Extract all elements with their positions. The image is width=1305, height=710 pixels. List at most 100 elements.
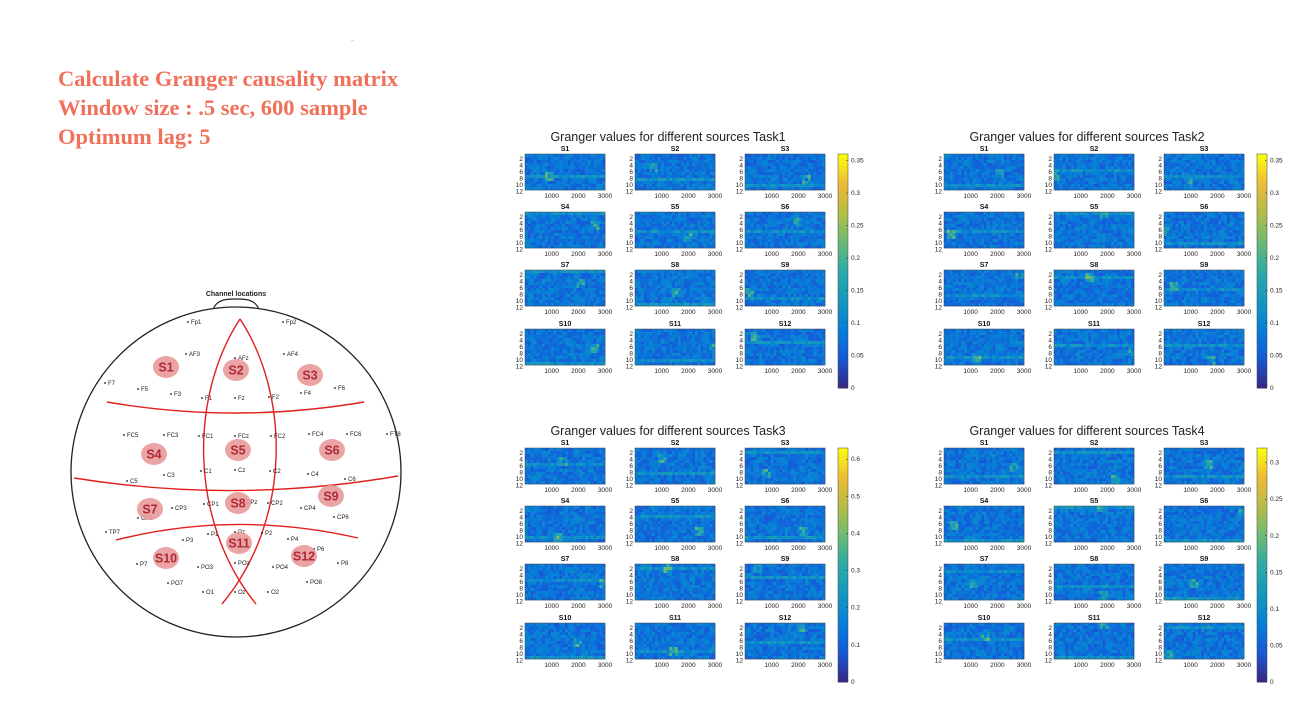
heat-cell — [686, 172, 690, 176]
heat-cell — [655, 236, 659, 240]
heat-cell — [683, 239, 687, 243]
heat-cell — [765, 341, 769, 345]
heat-cell — [782, 218, 786, 222]
heat-cell — [706, 270, 710, 274]
heat-cell — [1062, 172, 1066, 176]
heat-cell — [779, 245, 783, 249]
heat-cell — [745, 178, 749, 182]
heat-cell — [672, 160, 676, 164]
heat-cell — [547, 184, 552, 188]
panel-frame — [634, 211, 716, 249]
heat-cell — [787, 224, 792, 228]
heat-cell — [805, 344, 809, 348]
heat-cell — [776, 335, 780, 339]
heat-cell — [689, 169, 693, 173]
heat-cell — [640, 279, 644, 283]
heat-cell — [652, 276, 656, 280]
colorbar-tick-label: 0.15 — [851, 288, 864, 295]
heat-cell — [657, 303, 662, 307]
heat-cell — [553, 353, 557, 357]
heat-cell — [1065, 166, 1069, 170]
heat-cell — [669, 273, 673, 277]
heat-cell — [545, 160, 549, 164]
heat-cell — [655, 359, 659, 363]
heat-cell — [750, 297, 754, 301]
heat-cell — [770, 341, 774, 345]
heat-cell — [1071, 172, 1075, 176]
heat-cell — [542, 297, 546, 301]
heat-cell — [816, 270, 820, 274]
heat-cell — [796, 350, 800, 354]
heat-cell — [813, 329, 817, 333]
heat-cell — [747, 227, 752, 231]
heat-cell — [1009, 187, 1013, 191]
heat-cell — [697, 221, 702, 225]
heat-cell — [703, 332, 707, 336]
heat-cell — [587, 157, 592, 161]
heat-cell — [765, 230, 769, 234]
heat-cell — [649, 215, 653, 219]
heat-cell — [562, 276, 566, 280]
colorbar-tick-label: 0.25 — [851, 223, 864, 230]
heat-cell — [765, 236, 769, 240]
heat-cell — [759, 230, 763, 234]
heat-cell — [545, 184, 549, 188]
heat-cell — [646, 294, 650, 298]
heat-cell — [672, 297, 676, 301]
heat-cell — [972, 184, 976, 188]
heat-cell — [767, 300, 772, 304]
heat-cell — [657, 157, 662, 161]
heat-cell — [669, 181, 673, 185]
heat-cell — [995, 178, 999, 182]
heat-cell — [677, 288, 682, 292]
heat-cell — [753, 288, 757, 292]
heat-cell — [756, 335, 760, 339]
heat-cell — [652, 303, 656, 307]
heat-cell — [596, 273, 600, 277]
heat-cell — [590, 178, 594, 182]
heat-cell — [669, 184, 673, 188]
heat-cell — [525, 212, 529, 216]
heat-cell — [805, 353, 809, 357]
heat-cell — [533, 230, 537, 234]
heat-cell — [562, 270, 566, 274]
heat-cell — [596, 282, 600, 286]
heat-cell — [747, 362, 752, 366]
heat-cell — [562, 154, 566, 158]
heat-cell — [660, 359, 664, 363]
heat-cell — [759, 285, 763, 289]
heat-cell — [550, 362, 554, 366]
heat-cell — [590, 181, 594, 185]
heat-cell — [1068, 175, 1072, 179]
heat-cell — [672, 245, 676, 249]
heat-cell — [683, 215, 687, 219]
heat-cell — [805, 175, 809, 179]
heat-cell — [773, 356, 777, 360]
y-tick-label: 4 — [739, 337, 743, 344]
heat-cell — [692, 338, 696, 342]
heat-cell — [576, 344, 580, 348]
heat-cell — [587, 239, 592, 243]
heat-cell — [637, 335, 642, 339]
heat-cell — [819, 227, 823, 231]
heat-cell — [822, 175, 826, 179]
heat-cell — [1114, 154, 1118, 158]
heat-cell — [646, 332, 650, 336]
heat-cell — [955, 187, 959, 191]
heat-cell — [782, 224, 786, 228]
heat-cell — [807, 279, 812, 283]
heat-cell — [753, 335, 757, 339]
heat-cell — [785, 218, 789, 222]
heat-cell — [547, 157, 552, 161]
heat-cell — [955, 163, 959, 167]
heat-cell — [695, 239, 699, 243]
heat-cell — [536, 341, 540, 345]
heat-cell — [663, 276, 667, 280]
heat-cell — [599, 341, 603, 345]
colorbar-band — [838, 302, 848, 307]
heat-cell — [759, 172, 763, 176]
heat-cell — [745, 279, 749, 283]
heat-cell — [637, 344, 642, 348]
heat-cell — [567, 356, 572, 360]
heat-cell — [745, 285, 749, 289]
